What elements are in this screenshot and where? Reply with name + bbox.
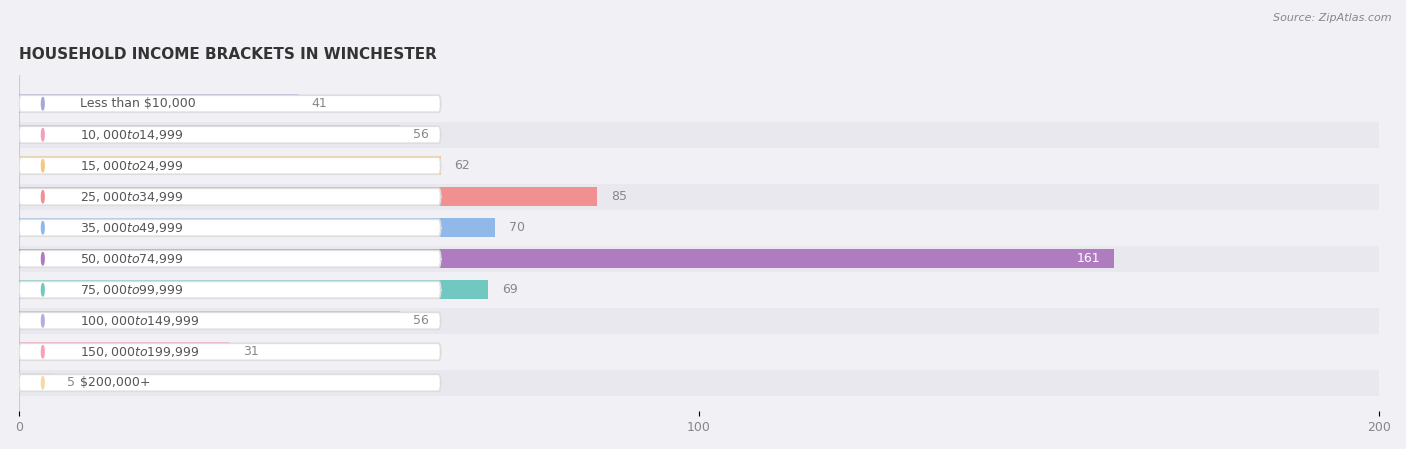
Text: 69: 69 bbox=[502, 283, 517, 296]
Bar bbox=[20, 342, 229, 361]
Bar bbox=[20, 373, 53, 392]
Text: $35,000 to $49,999: $35,000 to $49,999 bbox=[80, 221, 184, 235]
Text: Source: ZipAtlas.com: Source: ZipAtlas.com bbox=[1274, 13, 1392, 23]
FancyBboxPatch shape bbox=[18, 157, 440, 174]
FancyBboxPatch shape bbox=[18, 250, 440, 267]
Bar bbox=[20, 122, 1379, 148]
Text: 56: 56 bbox=[413, 128, 429, 141]
FancyBboxPatch shape bbox=[18, 188, 440, 205]
Circle shape bbox=[41, 221, 44, 234]
Text: 62: 62 bbox=[454, 159, 470, 172]
Bar bbox=[20, 125, 399, 144]
Circle shape bbox=[41, 159, 44, 172]
Circle shape bbox=[41, 377, 44, 389]
Bar bbox=[20, 249, 1114, 269]
Bar bbox=[20, 277, 1379, 303]
Bar bbox=[20, 280, 488, 299]
Bar bbox=[20, 187, 598, 207]
Text: $200,000+: $200,000+ bbox=[80, 376, 150, 389]
Text: 70: 70 bbox=[509, 221, 524, 234]
Circle shape bbox=[41, 315, 44, 327]
Text: 31: 31 bbox=[243, 345, 259, 358]
Text: $50,000 to $74,999: $50,000 to $74,999 bbox=[80, 252, 184, 266]
Bar bbox=[20, 153, 1379, 179]
Bar bbox=[20, 246, 1379, 272]
Text: 85: 85 bbox=[610, 190, 627, 203]
FancyBboxPatch shape bbox=[18, 343, 440, 360]
Text: $150,000 to $199,999: $150,000 to $199,999 bbox=[80, 345, 200, 359]
Bar bbox=[20, 156, 440, 176]
Text: $15,000 to $24,999: $15,000 to $24,999 bbox=[80, 159, 184, 173]
Text: 161: 161 bbox=[1077, 252, 1101, 265]
Circle shape bbox=[41, 97, 44, 110]
Text: $10,000 to $14,999: $10,000 to $14,999 bbox=[80, 128, 184, 142]
Circle shape bbox=[41, 253, 44, 265]
Bar bbox=[20, 370, 1379, 396]
Text: $100,000 to $149,999: $100,000 to $149,999 bbox=[80, 314, 200, 328]
Text: Less than $10,000: Less than $10,000 bbox=[80, 97, 195, 110]
Text: HOUSEHOLD INCOME BRACKETS IN WINCHESTER: HOUSEHOLD INCOME BRACKETS IN WINCHESTER bbox=[20, 47, 437, 62]
Text: $75,000 to $99,999: $75,000 to $99,999 bbox=[80, 283, 184, 297]
Bar bbox=[20, 215, 1379, 241]
FancyBboxPatch shape bbox=[18, 374, 440, 392]
Circle shape bbox=[41, 128, 44, 141]
FancyBboxPatch shape bbox=[18, 95, 440, 112]
Circle shape bbox=[41, 346, 44, 358]
Circle shape bbox=[41, 284, 44, 296]
Bar bbox=[20, 94, 298, 113]
Bar bbox=[20, 91, 1379, 117]
Text: 5: 5 bbox=[66, 376, 75, 389]
Bar bbox=[20, 308, 1379, 334]
Text: $25,000 to $34,999: $25,000 to $34,999 bbox=[80, 190, 184, 204]
Bar bbox=[20, 184, 1379, 210]
Bar bbox=[20, 218, 495, 238]
FancyBboxPatch shape bbox=[18, 282, 440, 298]
Circle shape bbox=[41, 190, 44, 203]
FancyBboxPatch shape bbox=[18, 219, 440, 236]
Text: 56: 56 bbox=[413, 314, 429, 327]
Text: 41: 41 bbox=[311, 97, 328, 110]
Bar bbox=[20, 311, 399, 330]
FancyBboxPatch shape bbox=[18, 126, 440, 143]
FancyBboxPatch shape bbox=[18, 313, 440, 329]
Bar bbox=[20, 339, 1379, 365]
